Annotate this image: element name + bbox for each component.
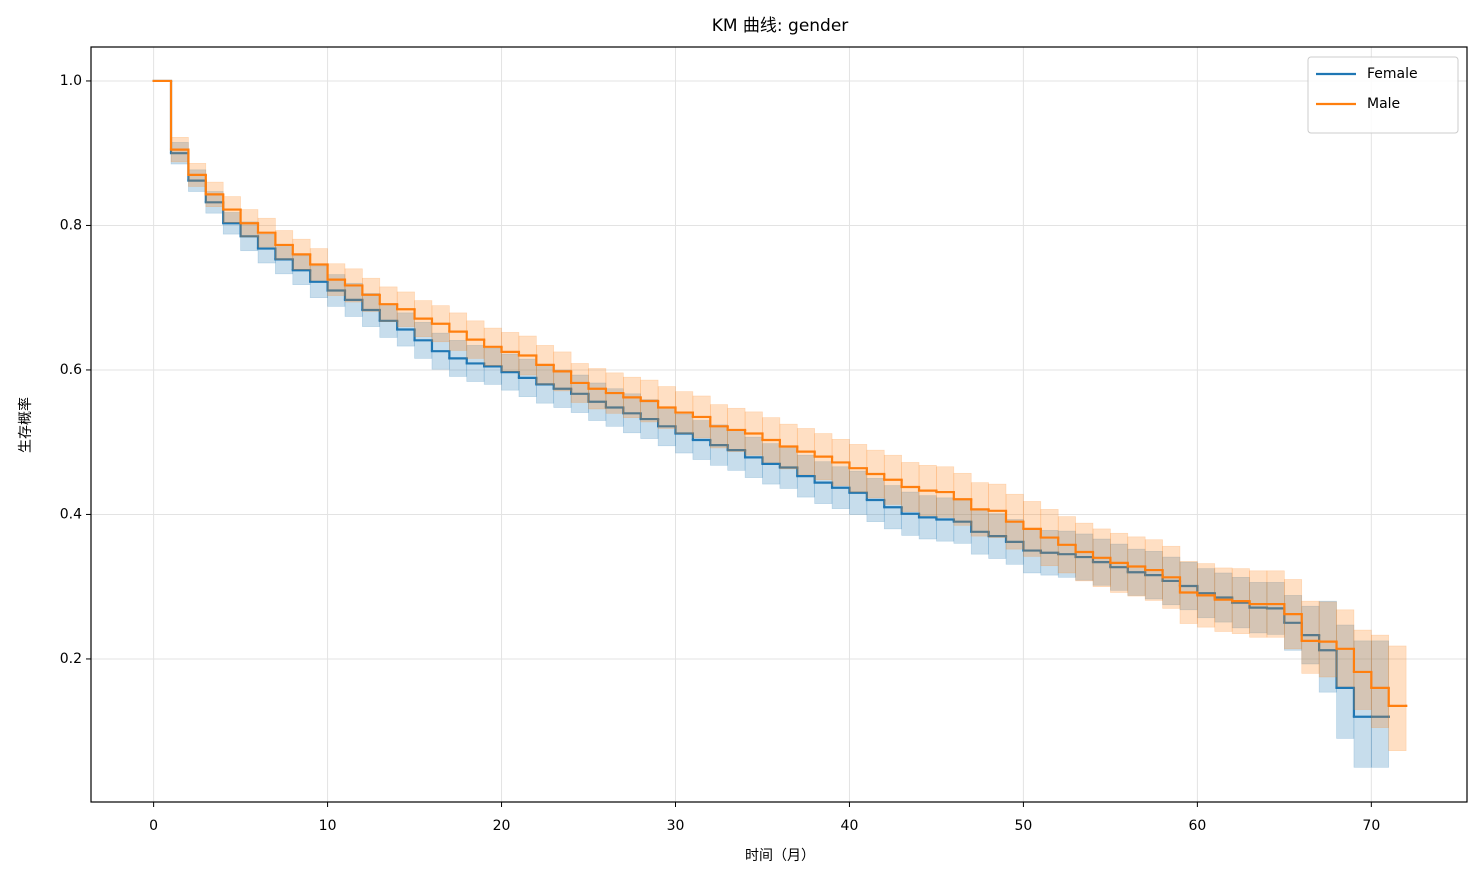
legend-label: Male	[1367, 96, 1400, 112]
y-tick-label: 0.6	[60, 362, 82, 378]
band-step	[1353, 629, 1372, 710]
x-tick-label: 20	[493, 818, 511, 834]
x-tick-label: 70	[1362, 818, 1380, 834]
survival-line	[152, 79, 1390, 718]
plot-frame	[90, 46, 1468, 803]
legend-label: Female	[1367, 66, 1418, 82]
band-step	[1371, 634, 1390, 728]
x-tick-label: 10	[319, 818, 337, 834]
legend-box	[1307, 56, 1459, 134]
chart-title: KM 曲线: gender	[712, 16, 849, 36]
x-axis-label: 时间（月）	[745, 848, 815, 864]
x-tick-label: 0	[149, 818, 158, 834]
x-tick-label: 30	[667, 818, 685, 834]
y-tick-label: 0.4	[60, 506, 82, 522]
band-step	[1318, 601, 1337, 678]
x-tick-label: 60	[1188, 818, 1206, 834]
survival-line	[152, 79, 1408, 708]
x-tick-label: 40	[841, 818, 859, 834]
y-axis-label: 生存概率	[17, 397, 34, 453]
legend: Female Male	[1307, 56, 1459, 134]
band-step	[1388, 645, 1407, 752]
y-tick-label: 1.0	[60, 73, 82, 89]
y-tick-label: 0.8	[60, 217, 82, 233]
band-step	[1301, 600, 1320, 674]
x-tick-label: 50	[1014, 818, 1032, 834]
y-tick-label: 0.2	[60, 651, 82, 667]
